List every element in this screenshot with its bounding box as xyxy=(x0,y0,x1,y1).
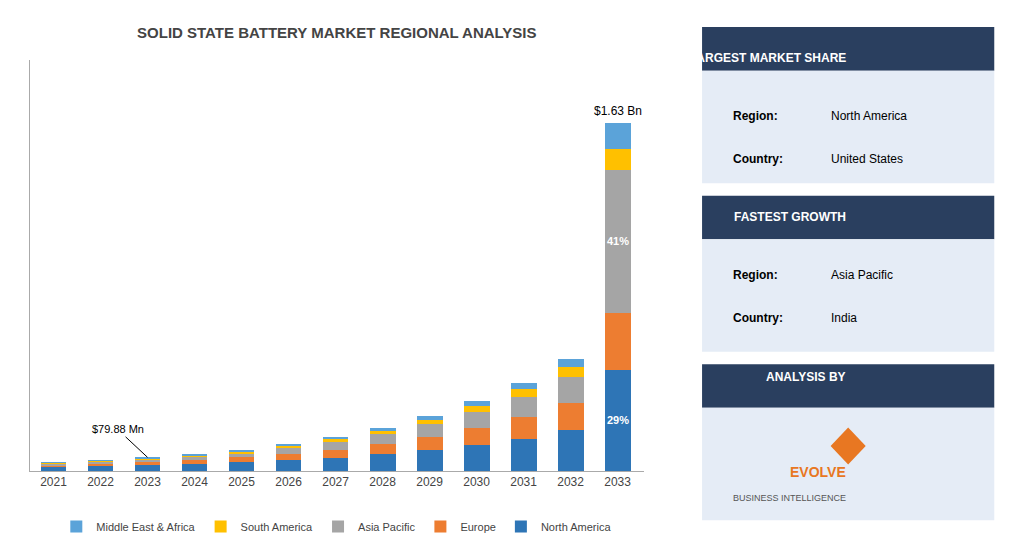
svg-text:EVOLVE: EVOLVE xyxy=(790,464,846,480)
svg-text:Asia Pacific: Asia Pacific xyxy=(831,268,893,282)
svg-text:FASTEST GROWTH: FASTEST GROWTH xyxy=(734,210,846,224)
svg-text:2024: 2024 xyxy=(181,475,208,489)
svg-text:North America: North America xyxy=(831,109,907,123)
svg-text:North America: North America xyxy=(541,521,612,533)
svg-text:Country:: Country: xyxy=(733,152,783,166)
svg-text:Region:: Region: xyxy=(733,268,778,282)
svg-text:2023: 2023 xyxy=(134,475,161,489)
svg-text:Asia Pacific: Asia Pacific xyxy=(358,521,415,533)
svg-text:2029: 2029 xyxy=(416,475,443,489)
svg-text:41%: 41% xyxy=(607,235,629,247)
svg-text:2027: 2027 xyxy=(322,475,349,489)
svg-text:$1.63 Bn: $1.63 Bn xyxy=(594,104,642,118)
svg-text:2033: 2033 xyxy=(604,475,631,489)
svg-text:Europe: Europe xyxy=(460,521,495,533)
svg-text:Country:: Country: xyxy=(733,311,783,325)
svg-text:Middle East & Africa: Middle East & Africa xyxy=(96,521,195,533)
svg-text:BUSINESS INTELLIGENCE: BUSINESS INTELLIGENCE xyxy=(733,493,846,503)
svg-text:United States: United States xyxy=(831,152,903,166)
svg-text:India: India xyxy=(831,311,857,325)
svg-text:2032: 2032 xyxy=(557,475,584,489)
svg-text:South America: South America xyxy=(241,521,313,533)
svg-text:2026: 2026 xyxy=(275,475,302,489)
svg-text:2025: 2025 xyxy=(228,475,255,489)
svg-text:ANALYSIS BY: ANALYSIS BY xyxy=(766,370,846,384)
svg-text:2031: 2031 xyxy=(510,475,537,489)
svg-text:2021: 2021 xyxy=(40,475,67,489)
svg-text:29%: 29% xyxy=(607,414,629,426)
svg-text:$79.88 Mn: $79.88 Mn xyxy=(92,423,144,435)
svg-text:2030: 2030 xyxy=(463,475,490,489)
svg-text:LARGEST MARKET SHARE: LARGEST MARKET SHARE xyxy=(689,51,846,65)
svg-text:Region:: Region: xyxy=(733,109,778,123)
svg-text:2022: 2022 xyxy=(87,475,114,489)
svg-text:SOLID STATE BATTERY MARKET REG: SOLID STATE BATTERY MARKET REGIONAL ANAL… xyxy=(137,24,536,41)
svg-text:2028: 2028 xyxy=(369,475,396,489)
